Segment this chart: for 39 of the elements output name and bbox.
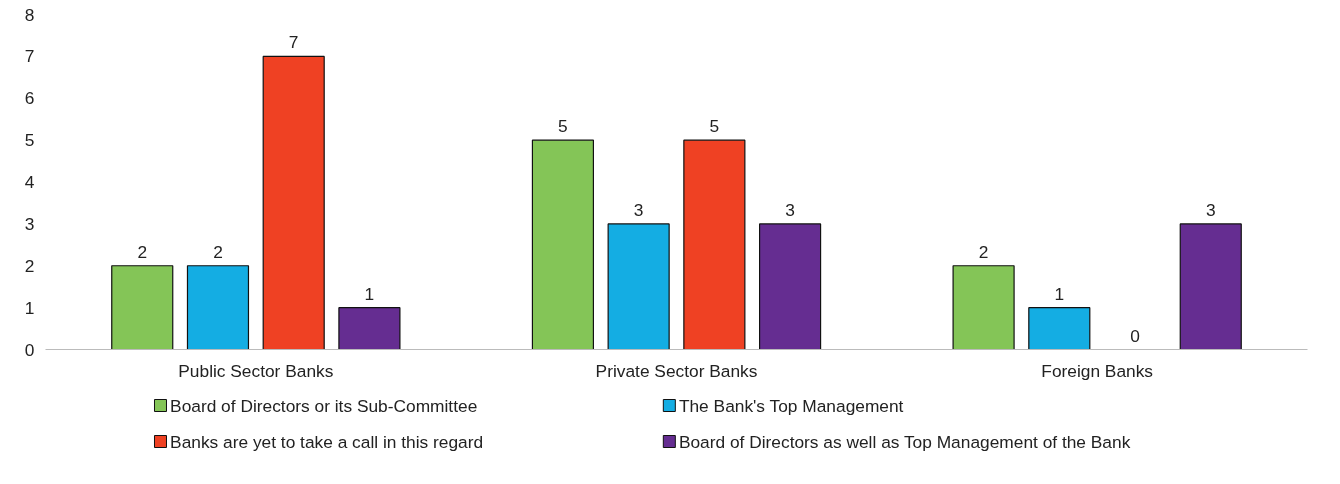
bar (683, 139, 746, 350)
data-label: 2 (978, 241, 989, 262)
legend-label: Banks are yet to take a call in this regard (170, 431, 484, 452)
y-tick-label: 5 (24, 130, 35, 151)
data-label: 3 (633, 199, 644, 220)
x-tick-label: Public Sector Banks (178, 360, 334, 381)
data-label: 3 (1205, 199, 1216, 220)
data-label: 7 (288, 32, 299, 53)
data-label: 0 (1130, 325, 1140, 346)
bar (1028, 307, 1091, 350)
x-tick-label: Private Sector Banks (595, 360, 758, 381)
bar (262, 55, 325, 350)
y-tick-label: 0 (24, 339, 35, 360)
bar (1179, 223, 1242, 350)
data-label: 3 (785, 199, 795, 220)
data-label: 5 (709, 116, 720, 137)
bar (186, 265, 250, 350)
y-tick-label: 7 (24, 46, 35, 67)
y-tick-label: 1 (24, 297, 35, 318)
x-tick-label: Foreign Banks (1041, 360, 1154, 381)
y-tick-label: 2 (24, 255, 35, 276)
data-label: 1 (1054, 283, 1065, 304)
y-tick-label: 3 (24, 213, 35, 234)
bar (607, 223, 670, 350)
bar (111, 265, 174, 350)
data-label: 2 (213, 241, 223, 262)
y-tick-label: 4 (24, 172, 35, 192)
y-tick-label: 6 (24, 88, 35, 109)
legend-label: Board of Directors as well as Top Management of the Bank (678, 431, 1131, 452)
legend-label: Board of Directors or its Sub-Committee (170, 395, 478, 416)
bar (952, 265, 1015, 350)
data-label: 5 (558, 116, 568, 137)
data-label: 1 (364, 283, 375, 304)
bar (531, 139, 595, 350)
y-tick-label: 8 (24, 4, 35, 25)
bar (338, 307, 401, 350)
legend-label: The Bank's Top Management (678, 395, 904, 416)
data-label: 2 (137, 241, 148, 262)
bar (758, 223, 822, 350)
